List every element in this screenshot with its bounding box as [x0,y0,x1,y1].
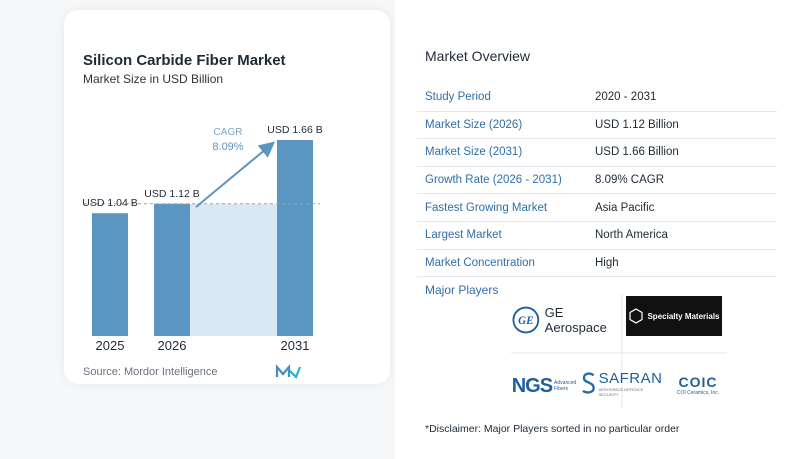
metric-key: Largest Market [417,221,587,250]
table-row: Market Size (2026) USD 1.12 Billion [417,111,777,140]
safran-subtext: AEROSPACE DEFENCE SECURITY [598,386,644,397]
metric-value: North America [587,221,777,250]
cagr-label: CAGR [214,127,243,138]
chart-title: Silicon Carbide Fiber Market [83,52,286,69]
coic-text: COIC [678,374,718,390]
disclaimer-text: *Disclaimer: Major Players sorted in no … [425,423,680,435]
category-label: 2026 [158,338,187,353]
value-label: USD 1.12 B [144,188,199,200]
value-label: USD 1.04 B [82,197,137,209]
overview-table: Study Period 2020 - 2031 Market Size (20… [417,84,777,278]
table-row: Largest Market North America [417,221,777,250]
ge-aerospace-logo: GE GE Aerospace [512,296,622,344]
coic-logo: COIC COI Ceramics, Inc. [671,372,725,398]
metric-key: Market Size (2031) [417,138,587,167]
metric-value: Asia Pacific [587,193,777,222]
major-players-label: Major Players [425,283,499,297]
safran-s-icon [582,372,595,394]
category-label: 2031 [281,338,310,353]
specialty-materials-logo: Specialty Materials [626,296,722,336]
metric-key: Market Concentration [417,249,587,278]
metric-value: 2020 - 2031 [587,84,777,112]
ngs-logo: NGS Advanced Fibers [511,370,577,402]
overview-title: Market Overview [425,48,531,64]
table-row: Market Size (2031) USD 1.66 Billion [417,138,777,167]
metric-key: Study Period [417,84,587,112]
bar-2025 [92,213,128,336]
category-label: 2025 [96,338,125,353]
metric-key: Growth Rate (2026 - 2031) [417,166,587,195]
metric-value: High [587,249,777,278]
ngs-subtext: Fibers [554,386,568,392]
metric-value: USD 1.66 Billion [587,138,777,167]
ngs-subtext: Advanced [554,380,577,386]
ge-monogram-icon: GE [512,306,540,334]
mordor-logo-icon [275,364,302,379]
cagr-value: 8.09% [212,141,243,153]
cagr-arrow [195,141,276,208]
bar-2026 [154,203,190,336]
specialty-materials-text: Specialty Materials [647,311,720,321]
source-note: Source: Mordor Intelligence [83,366,218,378]
coic-subtext: COI Ceramics, Inc. [676,390,720,396]
table-row: Study Period 2020 - 2031 [417,84,777,112]
table-row: Growth Rate (2026 - 2031) 8.09% CAGR [417,166,777,195]
metric-value: 8.09% CAGR [587,166,777,195]
growth-band [190,203,277,336]
ge-aerospace-text: GE Aerospace [544,305,607,335]
bar-chart: USD 1.04 B USD 1.12 B USD 1.66 B 2025 2026 20… [82,124,323,379]
metric-key: Fastest Growing Market [417,193,587,222]
safran-text: SAFRAN [598,369,663,387]
value-label: USD 1.66 B [267,124,322,136]
metric-key: Market Size (2026) [417,111,587,140]
bar-2031 [277,140,313,336]
table-row: Market Concentration High [417,249,777,278]
hexagon-icon [629,308,644,324]
ngs-text: NGS [511,374,553,397]
players-grid-lines [511,294,727,408]
safran-logo: SAFRAN AEROSPACE DEFENCE SECURITY [581,362,663,404]
metric-value: USD 1.12 Billion [587,111,777,140]
chart-subtitle: Market Size in USD Billion [83,72,224,86]
table-row: Fastest Growing Market Asia Pacific [417,193,777,222]
svg-text:GE: GE [518,315,533,327]
